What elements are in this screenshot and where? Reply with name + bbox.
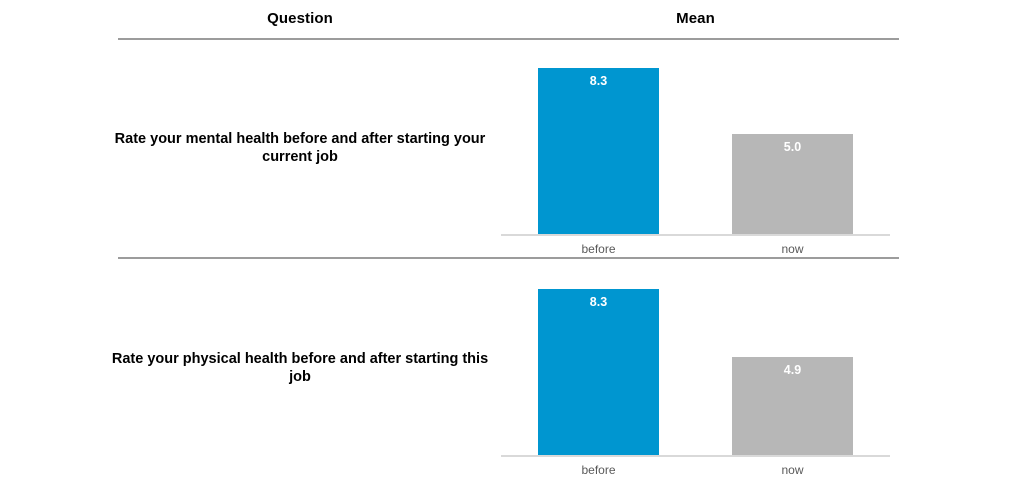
question-text: Rate your mental health before and after… [114,131,486,165]
bar-chart-physical-health: 8.3 4.9 before now [501,255,890,477]
question-text: Rate your physical health before and aft… [111,351,489,385]
bar-before: 8.3 [538,68,659,234]
category-label-before: before [581,242,616,256]
bar-now: 5.0 [732,134,853,234]
header-divider [118,38,899,40]
category-label-now: now [781,242,804,256]
bar-value-label: 8.3 [589,74,608,88]
column-header-question: Question [267,10,333,27]
bar-value-label: 5.0 [783,140,802,154]
column-header-mean: Mean [676,10,715,27]
category-label-before: before [581,463,616,477]
bar-value-label: 8.3 [589,295,608,309]
bar-value-label: 4.9 [783,363,802,377]
row-divider [118,257,899,259]
bar-chart-mental-health: 8.3 5.0 before now [501,34,890,256]
bar-before: 8.3 [538,289,659,455]
category-label-now: now [781,463,804,477]
bar-now: 4.9 [732,357,853,455]
